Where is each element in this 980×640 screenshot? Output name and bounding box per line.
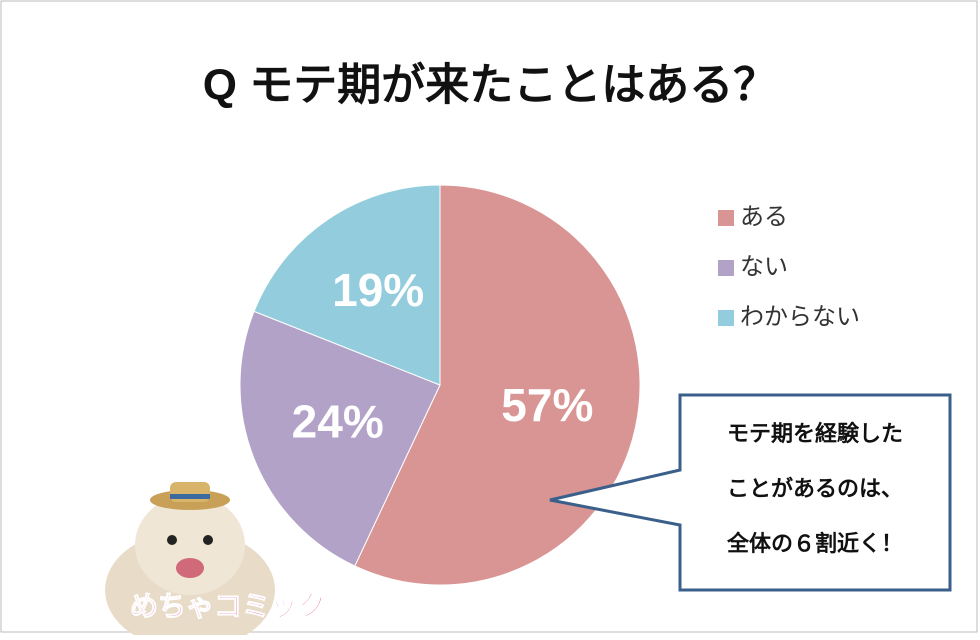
callout-box <box>549 393 952 592</box>
chart-title: Q モテ期が来たことはある？ <box>203 61 777 110</box>
annotation-line: 全体の６割近く！ <box>726 531 903 556</box>
annotation-line: ことがあるのは、 <box>727 476 903 501</box>
value-label: 19% <box>332 264 424 316</box>
legend-label: わからない <box>740 303 860 330</box>
logo: めちゃコミック <box>130 590 326 621</box>
mascot <box>105 482 275 640</box>
pie-slice <box>239 310 441 567</box>
value-label: 24% <box>292 396 384 448</box>
legend-label: ない <box>740 253 788 280</box>
pie-slice <box>253 184 441 386</box>
legend-swatch <box>718 310 734 326</box>
value-label: 57% <box>501 379 593 431</box>
annotation-line: モテ期を経験した <box>727 421 903 446</box>
pie-slice <box>354 184 641 586</box>
legend-label: ある <box>740 203 788 230</box>
legend-swatch <box>718 210 734 226</box>
legend-swatch <box>718 260 734 276</box>
